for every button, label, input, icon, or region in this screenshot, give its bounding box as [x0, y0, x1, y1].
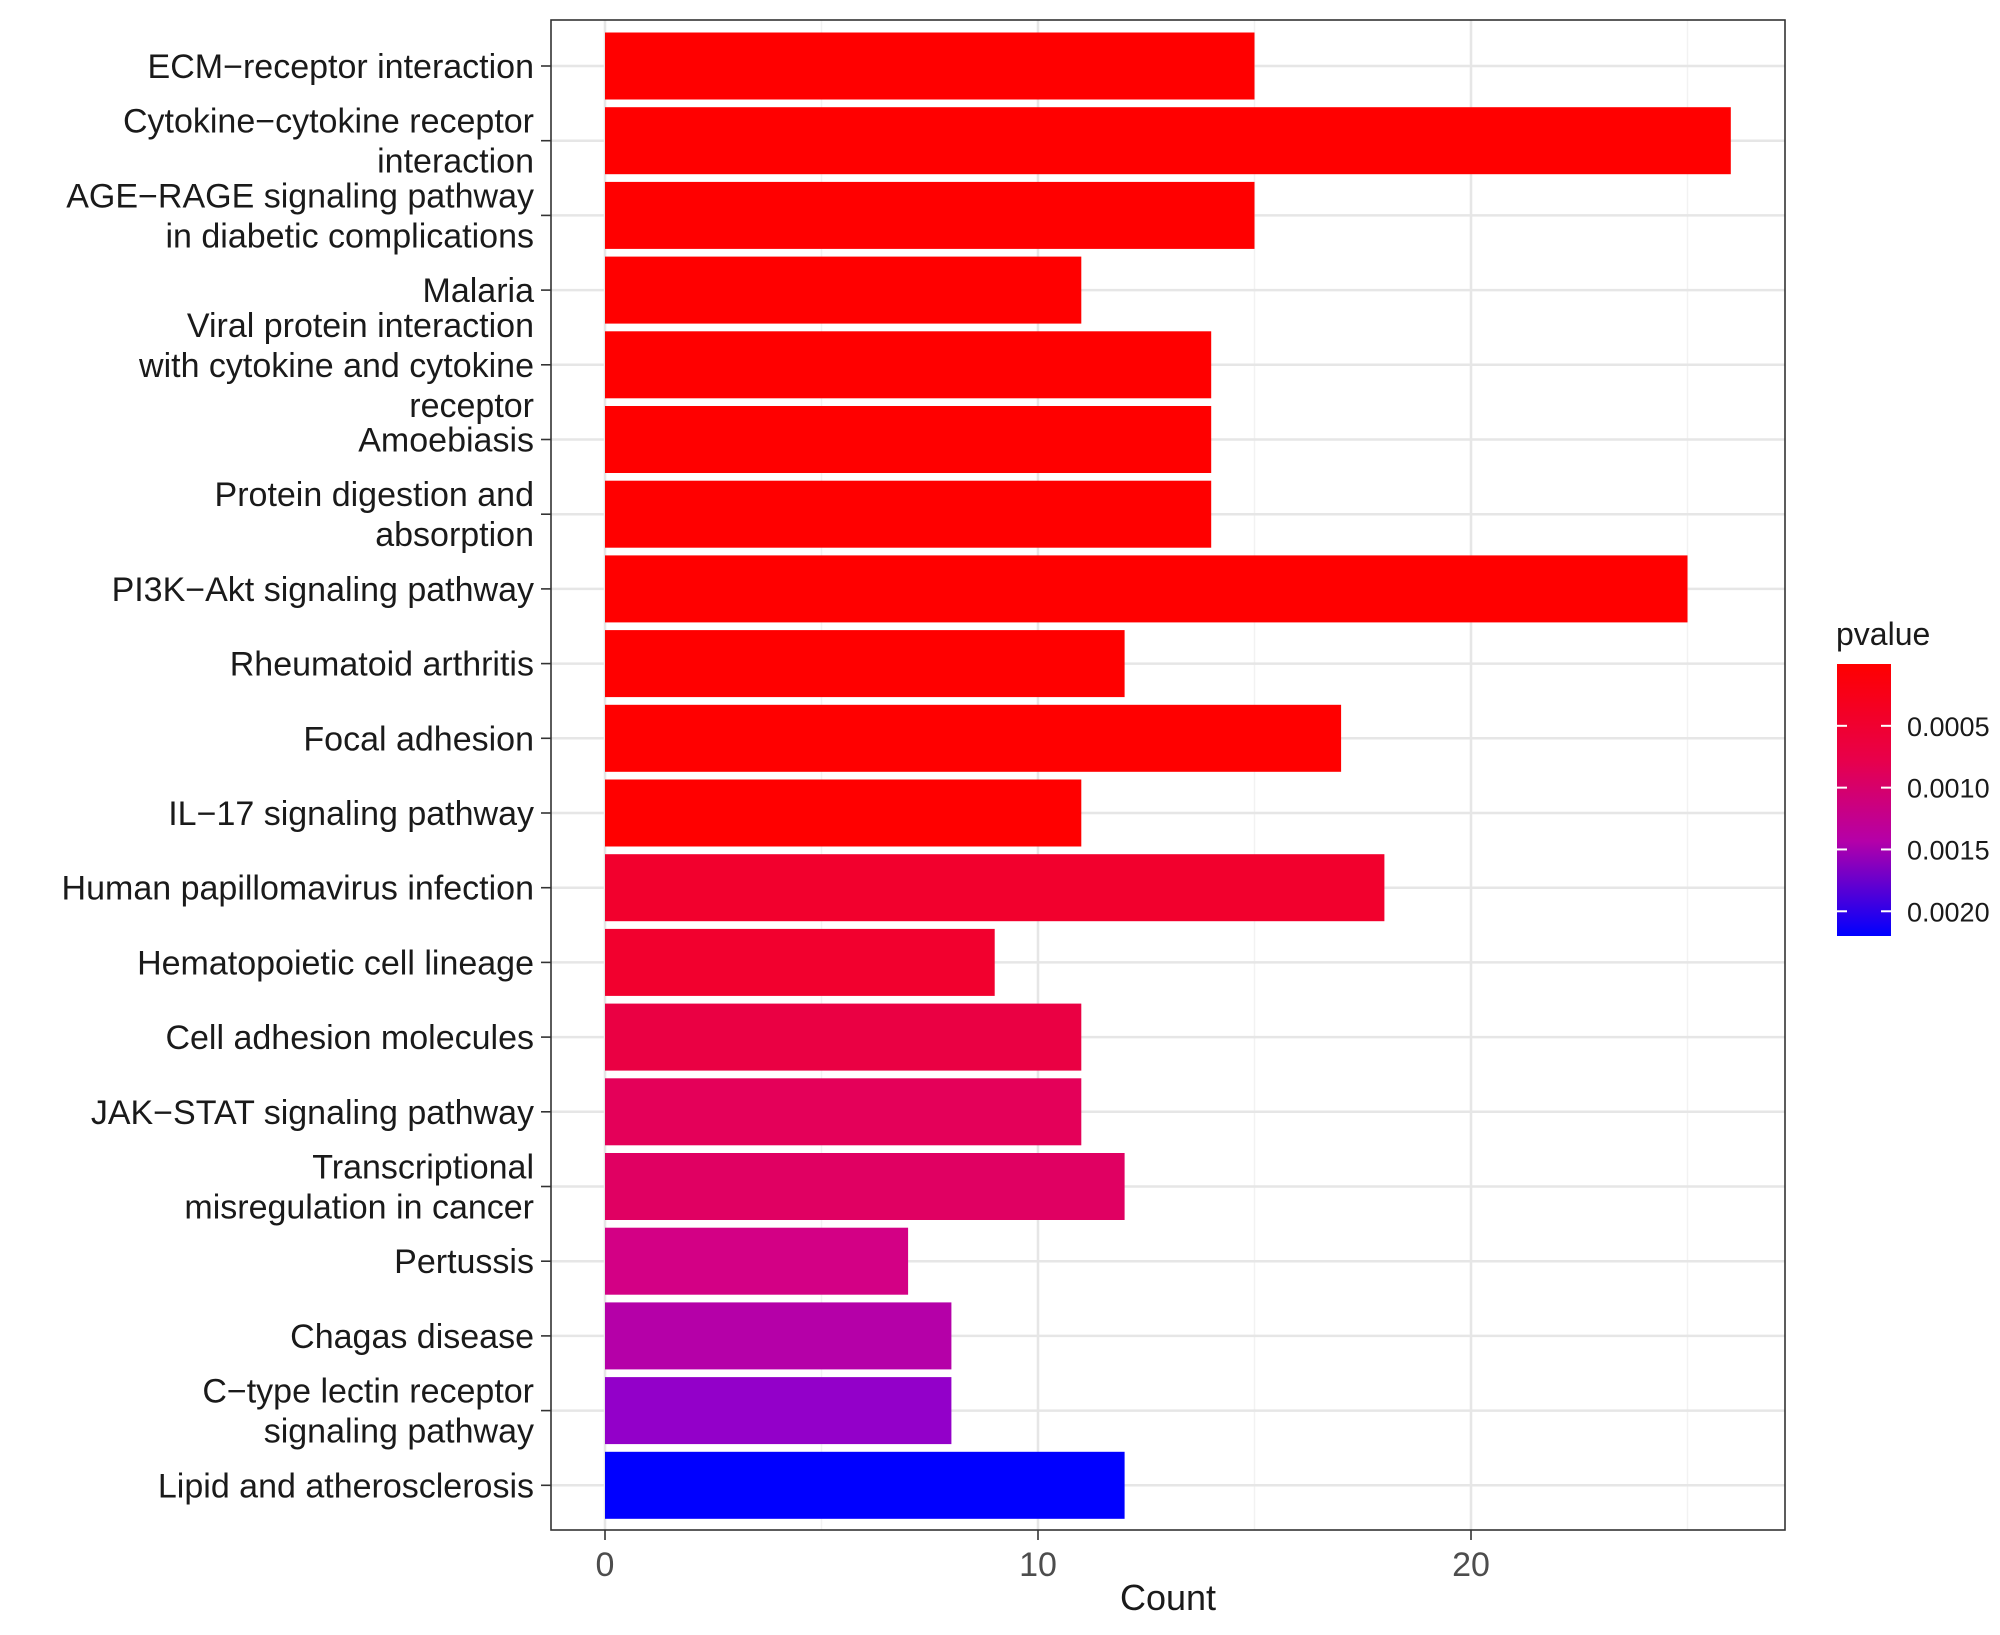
bar: [605, 704, 1342, 772]
category-label-line: IL−17 signaling pathway: [168, 795, 534, 833]
category-label: Malaria: [423, 272, 535, 310]
category-label-line: Focal adhesion: [303, 720, 534, 758]
category-label-line: Lipid and atherosclerosis: [158, 1467, 534, 1505]
bar: [605, 1078, 1082, 1146]
legend-tick-label: 0.0005: [1907, 712, 1990, 742]
category-label: Pertussis: [394, 1243, 534, 1281]
legend-title: pvalue: [1836, 616, 1930, 652]
category-label-line: Malaria: [423, 272, 535, 310]
x-tick-label: 20: [1452, 1546, 1490, 1584]
category-label: Chagas disease: [290, 1318, 534, 1356]
bar: [605, 1227, 909, 1295]
bar: [605, 854, 1385, 922]
category-label-line: with cytokine and cytokine: [138, 347, 534, 385]
legend-tick-label: 0.0015: [1907, 835, 1990, 865]
bar: [605, 779, 1082, 847]
bar: [605, 480, 1212, 548]
bar: [605, 1153, 1125, 1220]
category-label: PI3K−Akt signaling pathway: [112, 571, 534, 609]
category-label: Focal adhesion: [303, 720, 534, 758]
category-label-line: AGE−RAGE signaling pathway: [66, 177, 534, 215]
legend-tick-label: 0.0020: [1907, 897, 1990, 927]
bar: [605, 331, 1212, 399]
plot-panel-border: [550, 19, 1786, 1531]
category-label-line: ECM−receptor interaction: [148, 48, 534, 86]
x-tick-label: 0: [596, 1546, 615, 1584]
category-label: Viral protein interaction with cytokine a…: [138, 307, 534, 425]
category-label-line: C−type lectin receptor: [202, 1373, 534, 1411]
bar: [605, 32, 1255, 100]
category-label-line: Rheumatoid arthritis: [230, 646, 534, 684]
category-label-line: Human papillomavirus infection: [62, 870, 534, 908]
legend: pvalue 0.0005 0.0010 0.0015 0.0020: [1836, 616, 1990, 936]
bars: [605, 32, 1731, 1519]
category-label: AGE−RAGE signaling pathway in diabetic co…: [66, 177, 534, 255]
category-label-line: Transcriptional: [312, 1149, 534, 1187]
category-label-line: Chagas disease: [290, 1318, 534, 1356]
bar: [605, 181, 1255, 249]
category-label-line: Hematopoietic cell lineage: [137, 944, 534, 982]
bar: [605, 1003, 1082, 1071]
category-label-line: Cell adhesion molecules: [165, 1019, 534, 1057]
category-label: C−type lectin receptor signaling pathway: [202, 1373, 534, 1451]
category-label-line: misregulation in cancer: [184, 1189, 534, 1227]
bar: [605, 1451, 1125, 1519]
category-label-line: Amoebiasis: [358, 422, 534, 460]
legend-ticks: 0.0005 0.0010 0.0015 0.0020: [1837, 712, 1990, 927]
category-label-line: Pertussis: [394, 1243, 534, 1281]
category-label: Human papillomavirus infection: [62, 870, 534, 908]
category-label: Rheumatoid arthritis: [230, 646, 534, 684]
category-label: Lipid and atherosclerosis: [158, 1467, 534, 1505]
category-label: Cytokine−cytokine receptor interaction: [123, 103, 534, 181]
category-label-line: in diabetic complications: [165, 217, 534, 255]
category-label-line: PI3K−Akt signaling pathway: [112, 571, 534, 609]
category-label: Transcriptional misregulation in cancer: [184, 1149, 534, 1227]
legend-colorbar: [1837, 664, 1891, 936]
category-label-line: JAK−STAT signaling pathway: [91, 1094, 534, 1132]
category-label-line: signaling pathway: [264, 1413, 534, 1451]
bar: [605, 406, 1212, 473]
category-label: Cell adhesion molecules: [165, 1019, 534, 1057]
bar: [605, 630, 1125, 698]
category-label-line: Viral protein interaction: [187, 307, 534, 345]
category-label-line: interaction: [377, 143, 534, 181]
category-label: Hematopoietic cell lineage: [137, 944, 534, 982]
legend-tick-label: 0.0010: [1907, 774, 1990, 804]
category-label-line: receptor: [409, 387, 534, 425]
category-label-line: absorption: [375, 516, 534, 554]
category-label: ECM−receptor interaction: [148, 48, 534, 86]
x-axis-title: Count: [1120, 1577, 1216, 1618]
category-label: IL−17 signaling pathway: [168, 795, 534, 833]
x-tick-label: 10: [1019, 1546, 1057, 1584]
bar: [605, 1377, 952, 1445]
bar: [605, 256, 1082, 324]
category-label: Protein digestion and absorption: [215, 476, 534, 554]
axes: ECM−receptor interaction Cytokine−cytokin…: [62, 48, 1490, 1584]
category-label-line: Cytokine−cytokine receptor: [123, 103, 534, 141]
bar: [605, 107, 1731, 175]
bar: [605, 1302, 952, 1370]
bar: [605, 928, 995, 996]
category-label: JAK−STAT signaling pathway: [91, 1094, 534, 1132]
category-label-line: Protein digestion and: [215, 476, 534, 514]
category-label: Amoebiasis: [358, 422, 534, 460]
bar: [605, 555, 1688, 623]
